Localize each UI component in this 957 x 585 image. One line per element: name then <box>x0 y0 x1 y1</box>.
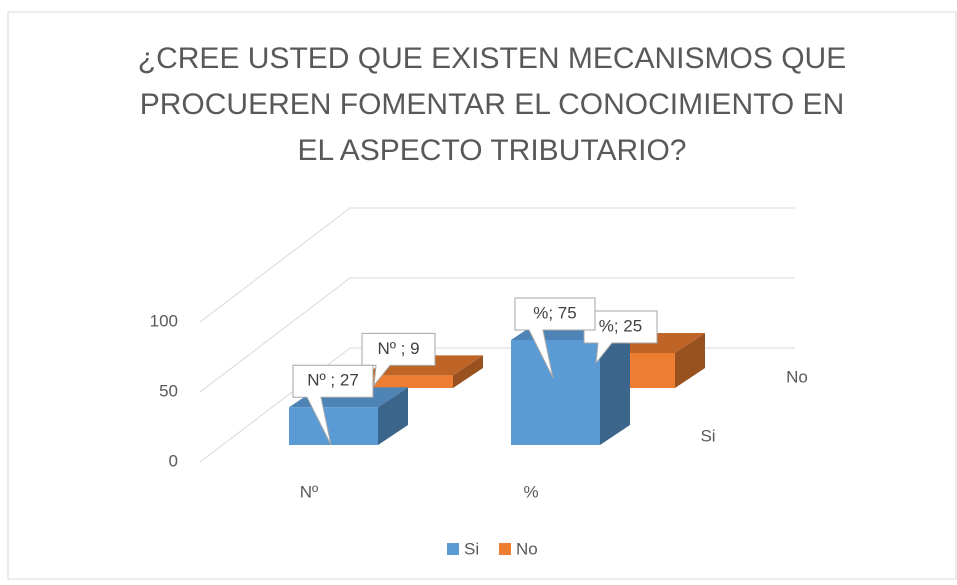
bar <box>289 407 378 445</box>
x-tick-label: Nº <box>300 482 319 501</box>
grid-line <box>199 207 351 323</box>
chart-title: PROCUEREN FOMENTAR EL CONOCIMIENTO EN <box>140 88 845 121</box>
data-label: %; 25 <box>599 316 642 335</box>
depth-axis-label: No <box>786 367 808 386</box>
bar <box>364 375 453 388</box>
depth-axis-label: Si <box>700 426 715 445</box>
bar-side <box>600 320 630 445</box>
legend-swatch <box>499 543 511 555</box>
chart-title: ¿CREE USTED QUE EXISTEN MECANISMOS QUE <box>138 42 846 75</box>
bar-side <box>378 387 408 445</box>
data-label: %; 75 <box>533 303 576 322</box>
data-label-box <box>583 310 658 365</box>
y-tick-label: 0 <box>169 451 178 470</box>
chart-border <box>7 11 957 580</box>
bar-side <box>675 333 705 388</box>
bar <box>511 340 600 445</box>
chart-title: EL ASPECTO TRIBUTARIO? <box>297 134 686 167</box>
y-tick-label: 100 <box>150 311 178 330</box>
data-label-box <box>514 297 596 379</box>
legend-label: Si <box>464 539 479 558</box>
data-label: Nº ; 27 <box>307 371 359 390</box>
data-label-box <box>292 364 374 446</box>
x-tick-label: % <box>523 482 538 501</box>
grid-line <box>199 277 351 393</box>
data-label: Nº ; 9 <box>377 339 419 358</box>
legend-label: No <box>516 539 538 558</box>
bar-side <box>453 355 483 388</box>
legend-swatch <box>447 543 459 555</box>
y-tick-label: 50 <box>159 381 178 400</box>
